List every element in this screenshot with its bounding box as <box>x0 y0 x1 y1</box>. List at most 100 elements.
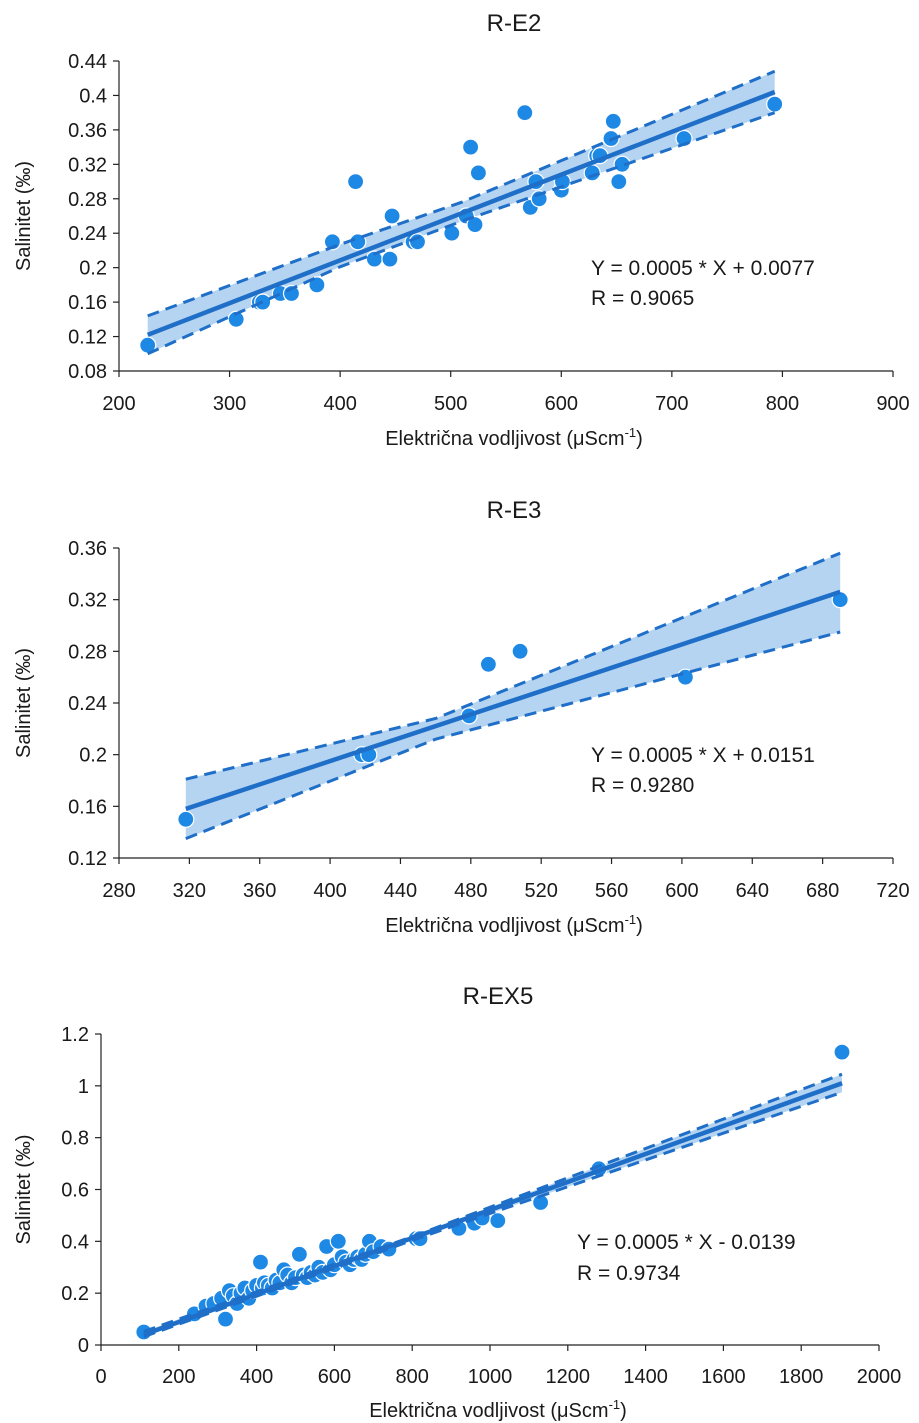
y-tick-label: 0.12 <box>68 848 107 870</box>
y-tick-label: 0.2 <box>61 1283 89 1305</box>
regression-equation: Y = 0.0005 * X - 0.0139 <box>577 1231 796 1254</box>
data-point <box>251 1253 270 1271</box>
y-tick-label: 0.6 <box>61 1180 89 1202</box>
x-tick-label: 600 <box>318 1366 351 1388</box>
chart-panel-3: R-EX5 0 0.2 0.4 0.6 0.8 1 1.2 0 200 400 600 800 1000 1… <box>13 983 901 1422</box>
x-tick-label: 480 <box>454 880 487 902</box>
x-tick-label: 360 <box>243 880 276 902</box>
x-tick-label: 800 <box>396 1366 429 1388</box>
x-tick-label: 1600 <box>701 1366 746 1388</box>
y-tick-label: 0 <box>78 1335 89 1357</box>
x-tick-label: 300 <box>213 393 246 415</box>
data-point <box>308 276 326 294</box>
y-tick-label: 0.44 <box>68 51 107 73</box>
x-tick-label: 680 <box>806 880 839 902</box>
regression-equation: Y = 0.0005 * X + 0.0077 <box>591 257 815 280</box>
ci-upper-line <box>143 1072 843 1333</box>
data-point <box>610 173 628 191</box>
x-tick-label: 200 <box>102 393 135 415</box>
regression-line <box>146 89 776 337</box>
x-tick-label: 320 <box>173 880 206 902</box>
x-tick-label: 400 <box>323 393 356 415</box>
x-tick-label: 1200 <box>546 1366 591 1388</box>
y-axis-label: Salinitet (‰) <box>13 648 35 758</box>
data-point <box>469 164 487 182</box>
y-tick-label: 0.8 <box>61 1128 89 1150</box>
x-tick-label: 400 <box>240 1366 273 1388</box>
x-tick-label: 640 <box>736 880 769 902</box>
y-tick-label: 0.24 <box>68 223 107 245</box>
regression-equation: Y = 0.0005 * X + 0.0151 <box>591 744 815 767</box>
y-tick-label: 0.16 <box>68 796 107 818</box>
x-tick-label: 0 <box>95 1366 106 1388</box>
y-tick-label: 0.16 <box>68 292 107 314</box>
data-point <box>216 1310 235 1328</box>
y-tick-label: 0.28 <box>68 641 107 663</box>
data-point <box>511 642 529 660</box>
data-point <box>466 216 484 234</box>
y-tick-label: 1.2 <box>61 1024 89 1046</box>
y-tick-label: 0.2 <box>79 745 107 767</box>
data-point <box>766 95 784 113</box>
data-point <box>831 591 849 609</box>
ci-lower-line <box>185 630 841 840</box>
regression-line <box>185 589 841 812</box>
y-axis-label: Salinitet (‰) <box>13 161 35 271</box>
y-tick-label: 0.36 <box>68 538 107 560</box>
data-point <box>604 112 622 130</box>
data-point <box>833 1043 851 1061</box>
data-point <box>347 173 365 191</box>
ci-upper-line <box>147 69 776 318</box>
x-tick-label: 520 <box>524 880 557 902</box>
data-point <box>479 655 497 673</box>
y-tick-label: 0.08 <box>68 361 107 383</box>
data-point <box>383 207 401 225</box>
x-axis-label: Električna vodljivost (μScm-1) <box>385 425 643 450</box>
ci-upper-line <box>185 551 841 781</box>
regression-line <box>143 1081 843 1337</box>
correlation-coefficient: R = 0.9280 <box>591 774 694 797</box>
y-tick-label: 1 <box>78 1076 89 1098</box>
y-tick-label: 0.32 <box>68 154 107 176</box>
x-tick-label: 560 <box>595 880 628 902</box>
x-tick-label: 2000 <box>857 1366 902 1388</box>
y-tick-label: 0.32 <box>68 590 107 612</box>
x-tick-label: 280 <box>102 880 135 902</box>
data-point <box>489 1211 507 1230</box>
chart-panel-1: R-E2 0.08 0.12 0.16 0.2 0.24 0.28 0.32 0.36 0.4 0.… <box>13 10 910 450</box>
y-tick-label: 0.2 <box>79 258 107 280</box>
data-point <box>329 1232 347 1250</box>
x-tick-label: 1000 <box>468 1366 513 1388</box>
correlation-coefficient: R = 0.9065 <box>591 287 694 310</box>
y-tick-label: 0.4 <box>61 1231 89 1253</box>
x-tick-label: 900 <box>876 393 909 415</box>
x-tick-label: 600 <box>545 393 578 415</box>
data-point <box>254 293 272 311</box>
x-axis-label: Električna vodljivost (μScm-1) <box>385 912 643 937</box>
x-tick-label: 800 <box>766 393 799 415</box>
x-axis-label: Električna vodljivost (μScm-1) <box>369 1397 627 1422</box>
x-tick-label: 440 <box>384 880 417 902</box>
chart-title: R-EX5 <box>463 983 534 1010</box>
x-tick-label: 1800 <box>779 1366 824 1388</box>
x-tick-label: 200 <box>162 1366 195 1388</box>
data-point <box>381 250 399 268</box>
data-point <box>516 104 534 122</box>
y-tick-label: 0.28 <box>68 189 107 211</box>
data-point <box>177 810 195 828</box>
y-tick-label: 0.36 <box>68 120 107 142</box>
x-tick-label: 600 <box>665 880 698 902</box>
y-tick-label: 0.12 <box>68 327 107 349</box>
chart-panel-2: R-E3 0.12 0.16 0.2 0.24 0.28 0.32 0.36 280 320 360… <box>13 497 910 937</box>
x-tick-label: 1400 <box>623 1366 668 1388</box>
x-tick-label: 720 <box>876 880 909 902</box>
x-tick-label: 700 <box>655 393 688 415</box>
correlation-coefficient: R = 0.9734 <box>577 1262 681 1285</box>
x-tick-label: 400 <box>313 880 346 902</box>
y-axis-label: Salinitet (‰) <box>13 1134 35 1244</box>
ci-lower-line <box>147 111 776 356</box>
chart-title: R-E2 <box>487 10 542 37</box>
chart-title: R-E3 <box>487 497 542 524</box>
x-tick-label: 500 <box>434 393 467 415</box>
